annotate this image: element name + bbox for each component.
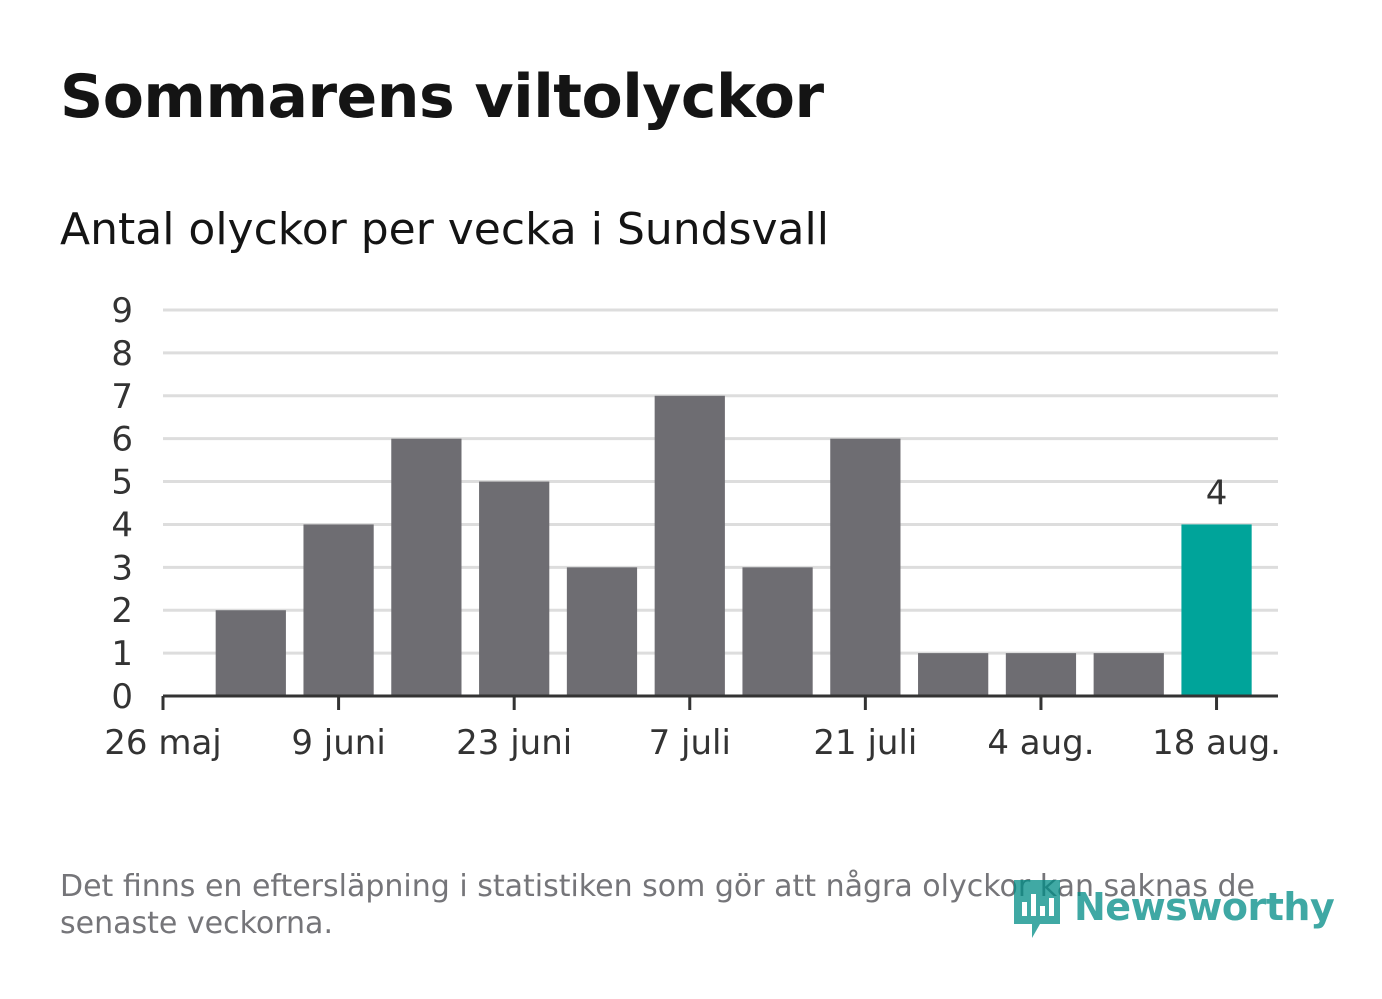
x-tick-label: 4 aug.	[987, 723, 1094, 763]
x-tick-label: 7 juli	[649, 723, 731, 763]
bar-2-juni	[215, 610, 286, 696]
chart-subtitle: Antal olyckor per vecka i Sundsvall	[60, 204, 829, 255]
y-tick-label: 5	[111, 463, 133, 503]
bar-14-juli	[742, 567, 813, 696]
x-tick-label: 26 maj	[104, 723, 221, 763]
bar-16-juni	[391, 438, 462, 696]
bar-7-juli	[654, 395, 725, 696]
y-tick-label: 3	[111, 548, 133, 588]
bar-18-aug-	[1181, 524, 1252, 696]
x-tick-label: 21 juli	[813, 723, 917, 763]
bars	[215, 395, 1252, 696]
newsworthy-logo: Newsworthy	[1010, 872, 1335, 942]
x-axis-tick-labels: 26 maj 9 juni 23 juni 7 juli 21 juli 4 aug. 18…	[104, 723, 1281, 763]
x-tick-label: 23 juni	[456, 723, 572, 763]
bar-11-aug-	[1093, 653, 1164, 696]
y-tick-label: 2	[111, 591, 133, 631]
x-tick-label: 9 juni	[291, 723, 385, 763]
bar-23-juni	[479, 481, 550, 696]
y-tick-label: 4	[111, 505, 133, 545]
bar-9-juni	[303, 524, 374, 696]
bar-30-juni	[566, 567, 638, 696]
data-label-last: 4	[1206, 473, 1228, 513]
x-tick-label: 18 aug.	[1152, 723, 1281, 763]
newsworthy-logo-text: Newsworthy	[1074, 885, 1335, 929]
chart-title: Sommarens viltolyckor	[60, 62, 824, 132]
newsworthy-logo-icon	[1014, 880, 1060, 938]
y-tick-label: 6	[111, 420, 133, 460]
y-tick-label: 7	[111, 377, 133, 417]
y-tick-label: 0	[111, 677, 133, 717]
y-tick-label: 8	[111, 334, 133, 374]
bar-28-juli	[918, 653, 989, 696]
bar-4-aug-	[1005, 653, 1077, 696]
y-tick-label: 9	[111, 291, 133, 331]
data-labels: 4	[1206, 473, 1228, 513]
x-axis	[161, 694, 1278, 710]
y-tick-label: 1	[111, 634, 133, 674]
bar-21-juli	[830, 438, 901, 696]
